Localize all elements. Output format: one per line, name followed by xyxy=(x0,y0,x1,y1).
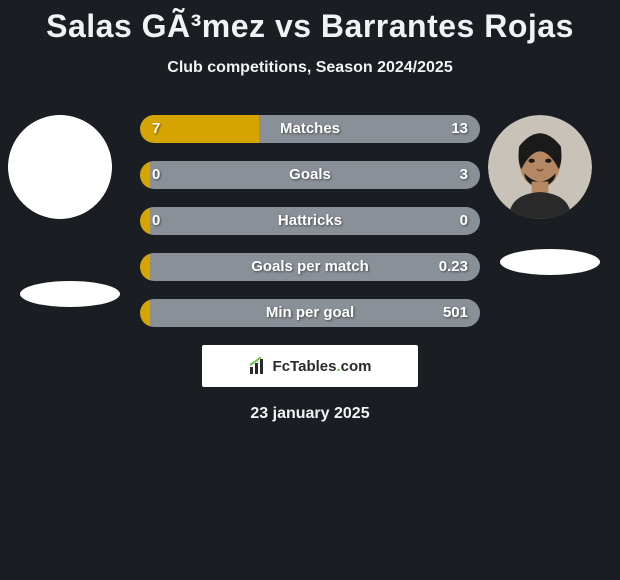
stat-row: 03Goals xyxy=(140,161,480,189)
stat-row: 501Min per goal xyxy=(140,299,480,327)
bar-label: Min per goal xyxy=(140,299,480,327)
stat-bars: 713Matches 03Goals 00Hattricks 0.23Goals pe… xyxy=(140,115,480,327)
attribution-text: FcTables.com xyxy=(273,358,372,375)
stat-row: 0.23Goals per match xyxy=(140,253,480,281)
avatar-left-placeholder xyxy=(8,115,112,219)
bar-label: Hattricks xyxy=(140,207,480,235)
avatar-right-photo xyxy=(488,115,592,219)
snapshot-date: 23 january 2025 xyxy=(0,405,620,423)
stat-row: 713Matches xyxy=(140,115,480,143)
bar-label: Goals per match xyxy=(140,253,480,281)
subtitle: Club competitions, Season 2024/2025 xyxy=(0,59,620,77)
comparison-widget: Salas GÃ³mez vs Barrantes Rojas Club com… xyxy=(0,0,620,423)
attr-prefix: Fc xyxy=(273,358,291,375)
page-title: Salas GÃ³mez vs Barrantes Rojas xyxy=(0,8,620,45)
bars-icon xyxy=(249,357,269,375)
bar-label: Matches xyxy=(140,115,480,143)
bar-label: Goals xyxy=(140,161,480,189)
attr-suffix: Tables xyxy=(290,358,336,375)
player-right-avatar xyxy=(488,115,592,219)
attr-domain: com xyxy=(341,358,372,375)
player-left-flag xyxy=(20,281,120,307)
stat-row: 00Hattricks xyxy=(140,207,480,235)
player-left-avatar xyxy=(8,115,112,219)
player-right-flag xyxy=(500,249,600,275)
attribution-badge: FcTables.com xyxy=(202,345,418,387)
main-area: 713Matches 03Goals 00Hattricks 0.23Goals pe… xyxy=(0,115,620,423)
